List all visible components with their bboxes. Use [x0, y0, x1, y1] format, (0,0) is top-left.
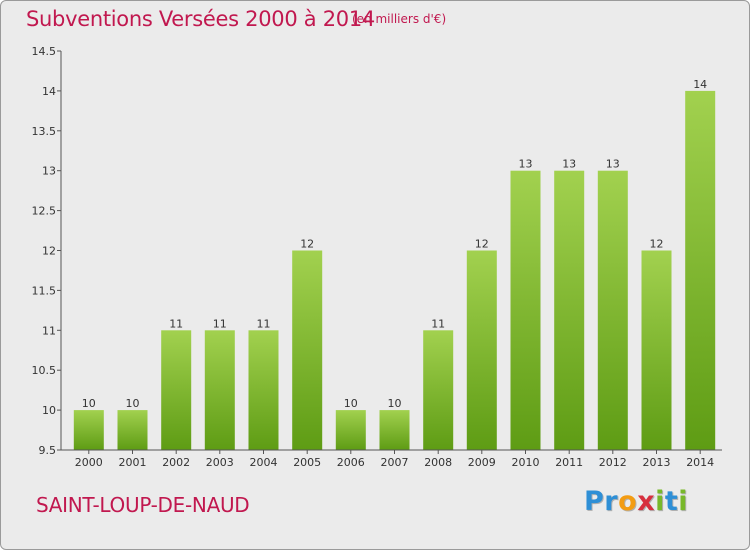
bar-2013 — [641, 250, 672, 450]
logo-letter: P — [584, 486, 605, 517]
y-tick-label: 11.5 — [32, 284, 57, 297]
y-tick-label: 13 — [42, 165, 56, 178]
bar-value-label: 13 — [519, 158, 533, 171]
bar-2014 — [685, 90, 716, 451]
bar-value-label: 13 — [562, 158, 576, 171]
y-tick-label: 14.5 — [32, 45, 57, 58]
x-tick-label: 2004 — [250, 456, 278, 469]
bar-value-label: 11 — [213, 317, 227, 330]
x-tick-label: 2007 — [381, 456, 409, 469]
logo-letter: x — [637, 486, 656, 517]
bar-2003 — [204, 330, 235, 450]
y-tick-label: 10.5 — [32, 364, 57, 377]
bar-2000 — [73, 410, 104, 450]
logo-letter: i — [655, 486, 665, 517]
y-tick-label: 13.5 — [32, 125, 57, 138]
commune-name: SAINT-LOUP-DE-NAUD — [36, 493, 250, 517]
x-tick-label: 2009 — [468, 456, 496, 469]
bar-2008 — [423, 330, 454, 450]
bar-2004 — [248, 330, 279, 450]
x-tick-label: 2011 — [555, 456, 583, 469]
y-tick-label: 11 — [42, 324, 56, 337]
bar-2012 — [597, 170, 628, 450]
logo-letter: t — [664, 486, 679, 517]
bar-2002 — [161, 330, 192, 450]
bar-value-label: 12 — [300, 238, 314, 251]
bar-value-label: 12 — [650, 238, 664, 251]
bar-2009 — [466, 250, 497, 450]
chart-units: (en milliers d'€) — [352, 12, 447, 26]
chart-title: Subventions Versées 2000 à 2014 — [26, 7, 375, 31]
x-tick-label: 2013 — [643, 456, 671, 469]
y-tick-label: 10 — [42, 404, 56, 417]
logo-letter: r — [604, 486, 619, 517]
bar-value-label: 10 — [82, 397, 96, 410]
bar-value-label: 13 — [606, 158, 620, 171]
x-tick-label: 2002 — [162, 456, 190, 469]
bar-value-label: 12 — [475, 238, 489, 251]
x-tick-label: 2012 — [599, 456, 627, 469]
bar-value-label: 10 — [344, 397, 358, 410]
bar-2001 — [117, 410, 148, 450]
bar-value-label: 11 — [169, 317, 183, 330]
x-tick-label: 2006 — [337, 456, 365, 469]
bar-2010 — [510, 170, 541, 450]
y-tick-label: 12.5 — [32, 205, 57, 218]
x-tick-label: 2000 — [75, 456, 103, 469]
y-tick-label: 12 — [42, 245, 56, 258]
x-tick-label: 2014 — [686, 456, 714, 469]
logo-letter: o — [618, 486, 638, 517]
proxiti-logo: Proxiti — [584, 486, 688, 517]
y-tick-label: 9.5 — [39, 444, 57, 457]
bar-2005 — [292, 250, 323, 450]
bar-value-label: 14 — [693, 78, 707, 91]
y-tick-label: 14 — [42, 85, 56, 98]
bar-2011 — [554, 170, 585, 450]
bar-2006 — [335, 410, 366, 450]
bar-value-label: 10 — [388, 397, 402, 410]
x-tick-label: 2005 — [293, 456, 321, 469]
x-tick-label: 2008 — [424, 456, 452, 469]
bar-2007 — [379, 410, 410, 450]
x-tick-label: 2010 — [512, 456, 540, 469]
bar-value-label: 11 — [431, 317, 445, 330]
x-tick-label: 2003 — [206, 456, 234, 469]
x-tick-label: 2001 — [119, 456, 147, 469]
logo-letter: i — [678, 486, 689, 517]
bar-value-label: 11 — [257, 317, 271, 330]
bar-value-label: 10 — [126, 397, 140, 410]
